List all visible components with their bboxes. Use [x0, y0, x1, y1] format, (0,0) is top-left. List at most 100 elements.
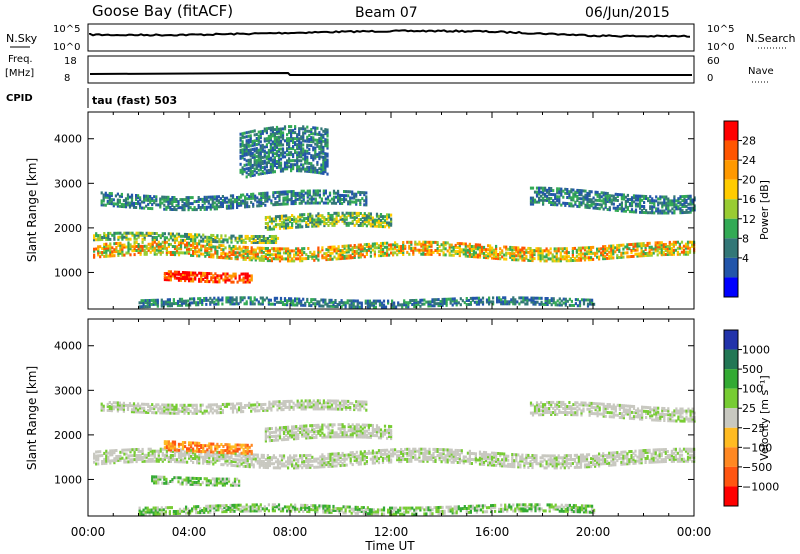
data-cell: [269, 138, 272, 142]
data-cell: [102, 203, 105, 207]
data-cell: [684, 244, 688, 248]
data-cell: [351, 246, 354, 250]
data-cell: [167, 244, 170, 248]
data-cell: [205, 302, 208, 306]
data-cell: [624, 245, 627, 249]
data-cell: [326, 132, 329, 136]
data-cell: [542, 198, 545, 202]
data-cell: [151, 248, 154, 252]
data-cell: [676, 246, 679, 250]
data-cell: [670, 250, 673, 254]
data-cell: [240, 236, 243, 240]
data-cell: [105, 233, 108, 237]
data-cell: [173, 206, 176, 209]
data-cell: [292, 163, 295, 167]
data-cell: [129, 460, 132, 464]
data-cell: [671, 203, 674, 207]
data-cell: [687, 196, 690, 200]
data-cell: [182, 299, 186, 303]
data-cell: [225, 300, 228, 304]
data-cell: [143, 244, 146, 248]
data-cell: [449, 301, 452, 305]
data-cell: [380, 305, 384, 309]
data-cell: [284, 192, 287, 196]
data-cell: [302, 199, 305, 203]
data-cell: [220, 248, 223, 252]
data-cell: [316, 201, 319, 205]
data-cell: [262, 453, 265, 457]
data-cell: [322, 300, 325, 304]
data-cell: [345, 254, 348, 258]
data-cell: [288, 198, 291, 202]
data-cell: [428, 240, 431, 244]
data-cell: [610, 194, 613, 198]
data-cell: [436, 247, 439, 250]
nsky-panel: [87, 23, 695, 52]
data-cell: [112, 202, 115, 206]
data-cell: [272, 227, 275, 231]
data-cell: [525, 248, 528, 252]
data-cell: [294, 149, 297, 153]
data-cell: [245, 167, 248, 171]
data-cell: [583, 256, 587, 260]
data-cell: [97, 249, 100, 253]
data-cell: [323, 465, 326, 469]
data-cell: [320, 163, 323, 167]
data-cell: [320, 165, 323, 169]
data-cell: [655, 199, 658, 203]
data-cell: [277, 131, 281, 135]
data-cell: [204, 459, 207, 463]
data-cell: [304, 201, 307, 205]
data-cell: [345, 221, 348, 225]
data-cell: [333, 211, 336, 215]
data-cell: [252, 239, 255, 242]
data-cell: [205, 205, 208, 209]
data-cell: [173, 274, 177, 278]
data-cell: [248, 274, 251, 278]
data-cell: [130, 203, 134, 207]
data-cell: [227, 206, 231, 210]
data-cell: [208, 280, 211, 284]
data-cell: [360, 303, 363, 307]
data-cell: [192, 277, 195, 281]
data-cell: [224, 246, 227, 250]
data-cell: [315, 254, 318, 258]
data-cell: [663, 199, 666, 203]
data-cell: [273, 156, 276, 160]
data-cell: [262, 235, 265, 238]
data-cell: [586, 197, 589, 201]
data-cell: [159, 246, 162, 250]
data-cell: [238, 234, 241, 238]
data-cell: [211, 195, 214, 199]
data-cell: [144, 305, 147, 309]
data-cell: [499, 247, 502, 251]
data-cell: [290, 190, 293, 194]
data-cell: [299, 456, 302, 460]
data-cell: [302, 303, 305, 307]
data-cell: [532, 300, 535, 304]
data-cell: [169, 458, 172, 461]
data-cell: [353, 215, 356, 219]
data-cell: [169, 270, 172, 274]
data-cell: [218, 278, 221, 282]
data-cell: [413, 301, 416, 304]
date-title: 06/Jun/2015: [585, 5, 670, 21]
data-cell: [620, 251, 623, 255]
data-cell: [274, 215, 278, 219]
data-cell: [561, 255, 564, 259]
data-cell: [410, 248, 413, 252]
data-cell: [265, 139, 268, 143]
data-cell: [363, 203, 366, 207]
data-cell: [171, 458, 174, 461]
data-cell: [345, 248, 348, 252]
data-cell: [367, 248, 370, 252]
data-cell: [204, 244, 207, 248]
data-cell: [365, 216, 368, 220]
data-cell: [298, 127, 301, 131]
data-cell: [301, 462, 304, 466]
data-cell: [387, 301, 390, 305]
data-cell: [398, 251, 401, 255]
data-cell: [290, 165, 293, 169]
data-cell: [309, 453, 312, 457]
data-cell: [288, 141, 291, 145]
